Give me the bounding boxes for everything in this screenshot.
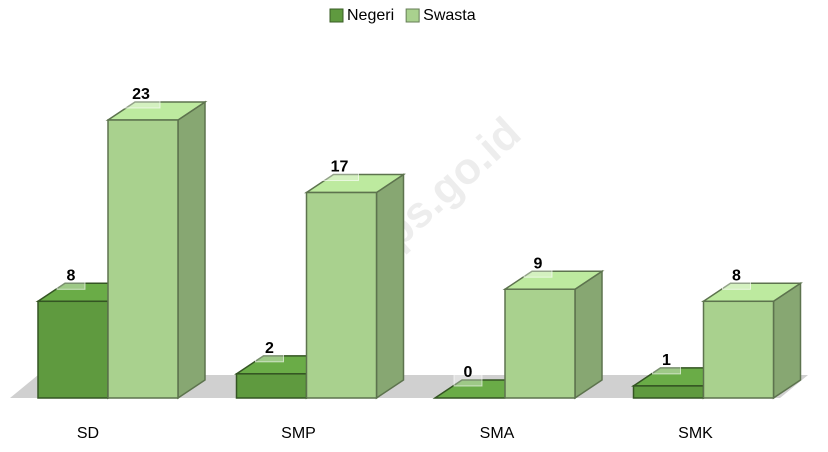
value-label: 9 [534,255,543,272]
value-label: 2 [265,340,274,357]
value-label: 8 [67,268,76,285]
bar [305,191,378,399]
bar [235,373,308,399]
value-label-box [652,345,681,375]
floor [10,375,808,398]
bar-side [375,173,405,400]
bar-side [574,269,603,400]
x-tick-label: SD [77,425,99,442]
x-tick-label: SMK [678,425,713,442]
value-label-box [121,79,161,109]
bar [37,300,109,399]
value-label: 23 [132,86,150,103]
bar [632,385,705,399]
value-label-box [523,248,553,278]
value-label-box [56,260,86,290]
value-label: 1 [662,352,671,369]
value-label-box [255,333,284,363]
legend-label: Negeri [347,7,394,24]
bar-side [177,100,206,400]
bar-side [772,281,802,400]
value-label-box [320,152,359,182]
bar [107,119,179,399]
value-label: 17 [331,159,349,176]
value-label-box [453,357,483,387]
value-label-box [722,260,751,290]
legend-label: Swasta [423,7,476,24]
value-label: 0 [464,364,473,381]
x-tick-label: SMP [281,425,316,442]
value-label: 8 [732,268,741,285]
bar [702,300,775,399]
x-tick-label: SMA [480,425,515,442]
legend-swatch [329,8,344,23]
legend-swatch [405,8,420,23]
bar [504,288,576,399]
